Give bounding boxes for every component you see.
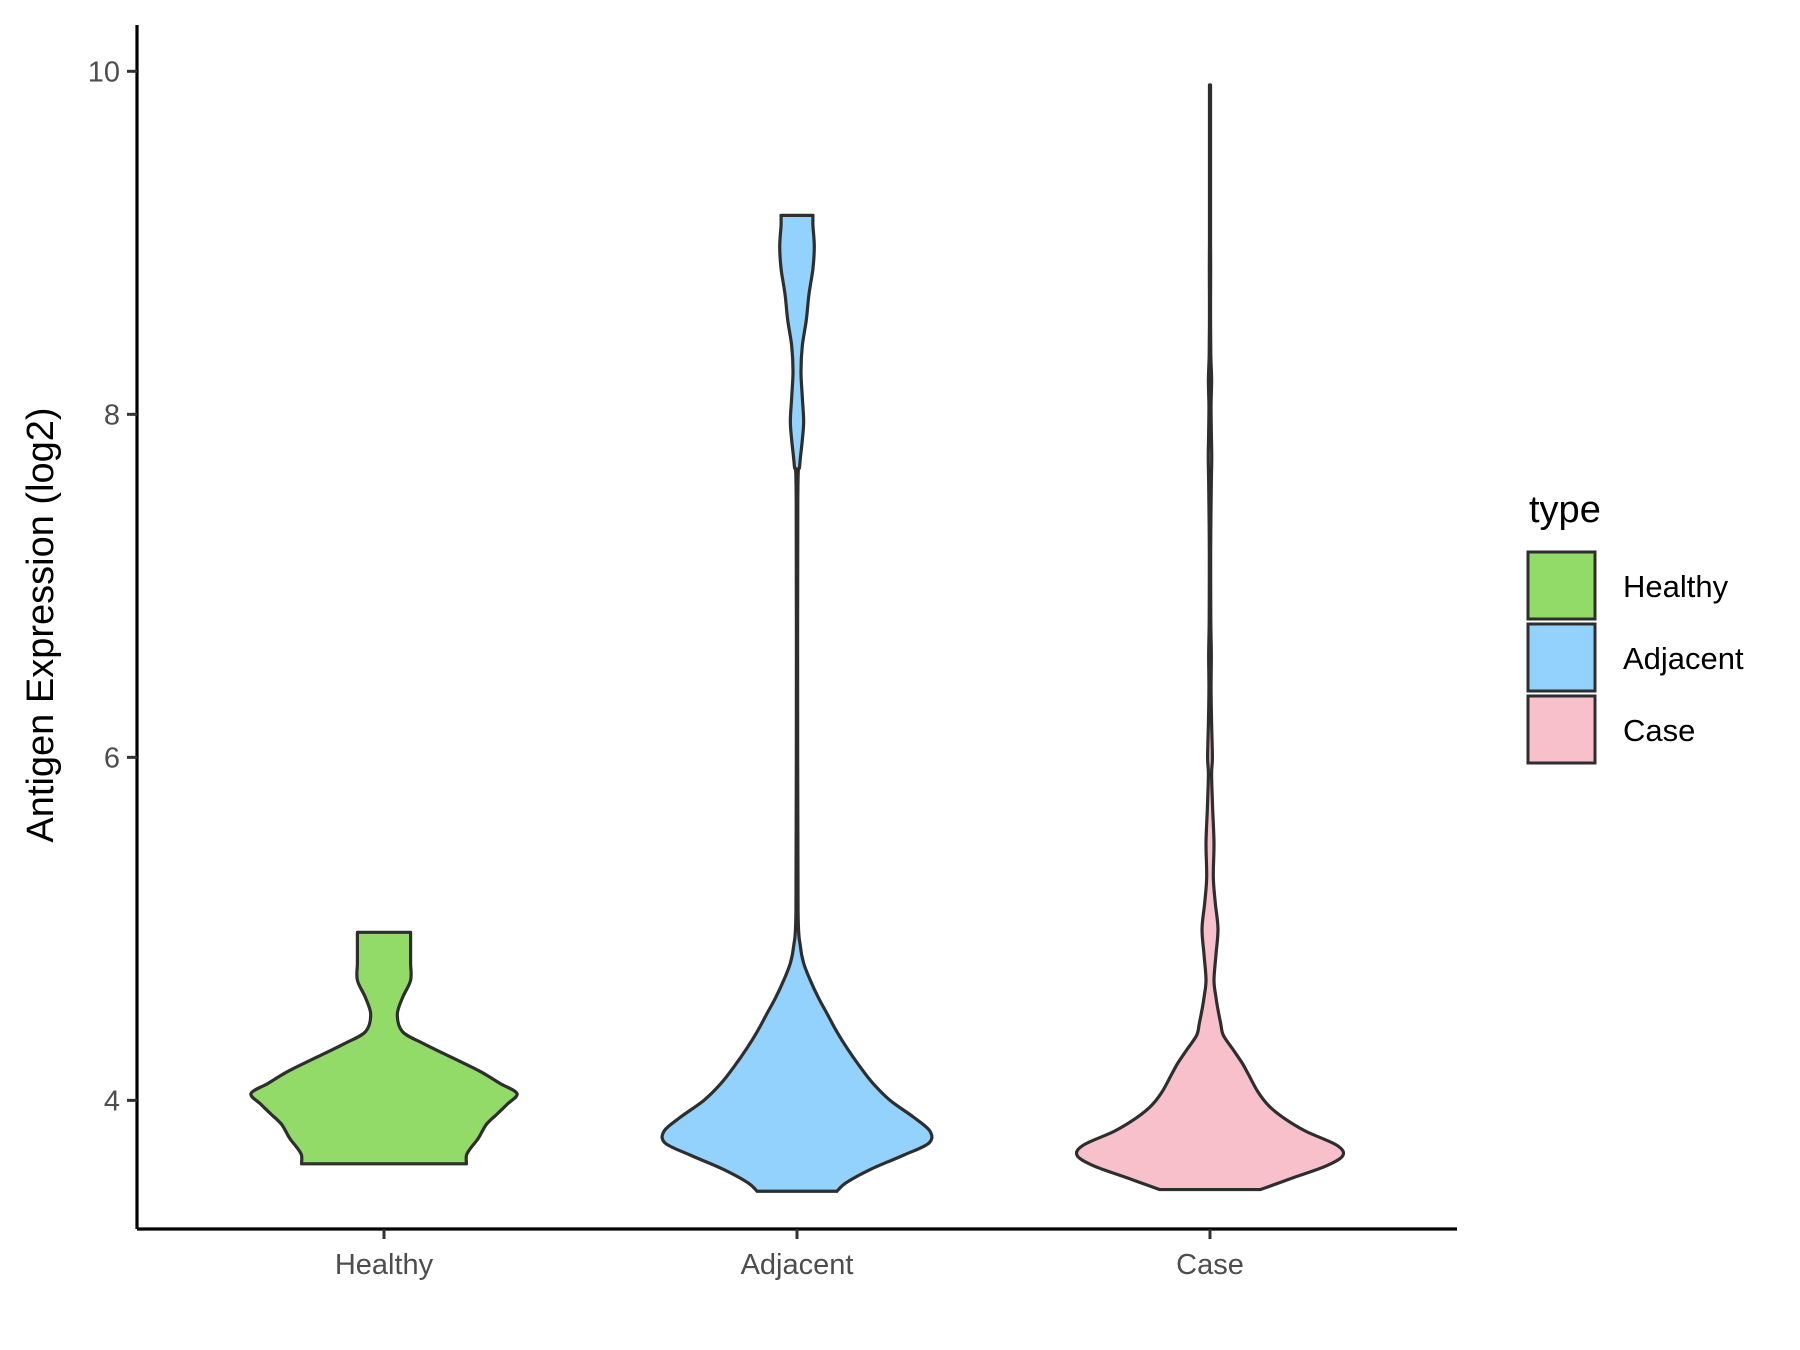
legend-label-healthy: Healthy [1623,569,1729,604]
y-tick-label: 6 [104,742,120,774]
legend-swatch-case [1526,694,1597,765]
legend-label-adjacent: Adjacent [1623,641,1744,676]
y-axis-title: Antigen Expression (log2) [20,407,62,842]
y-tick-label: 8 [104,399,120,431]
legend-swatch-adjacent [1526,622,1597,693]
violin-adjacent [660,213,934,1193]
axes-layer: 4 6 8 10 Healthy Adjacent Case [88,25,1457,1281]
legend-label-case: Case [1623,713,1695,748]
legend: type Healthy Adjacent Case [1526,489,1744,765]
violin-case [1074,83,1346,1192]
y-tick-label: 10 [88,56,120,88]
x-tick-label: Healthy [335,1249,434,1281]
x-tick-label: Adjacent [741,1249,854,1281]
violin-healthy [249,930,519,1166]
violins-layer [249,83,1346,1193]
legend-swatch-healthy [1526,550,1597,621]
x-tick-label: Case [1176,1249,1244,1281]
legend-title: type [1529,489,1601,531]
y-tick-label: 4 [104,1085,120,1117]
